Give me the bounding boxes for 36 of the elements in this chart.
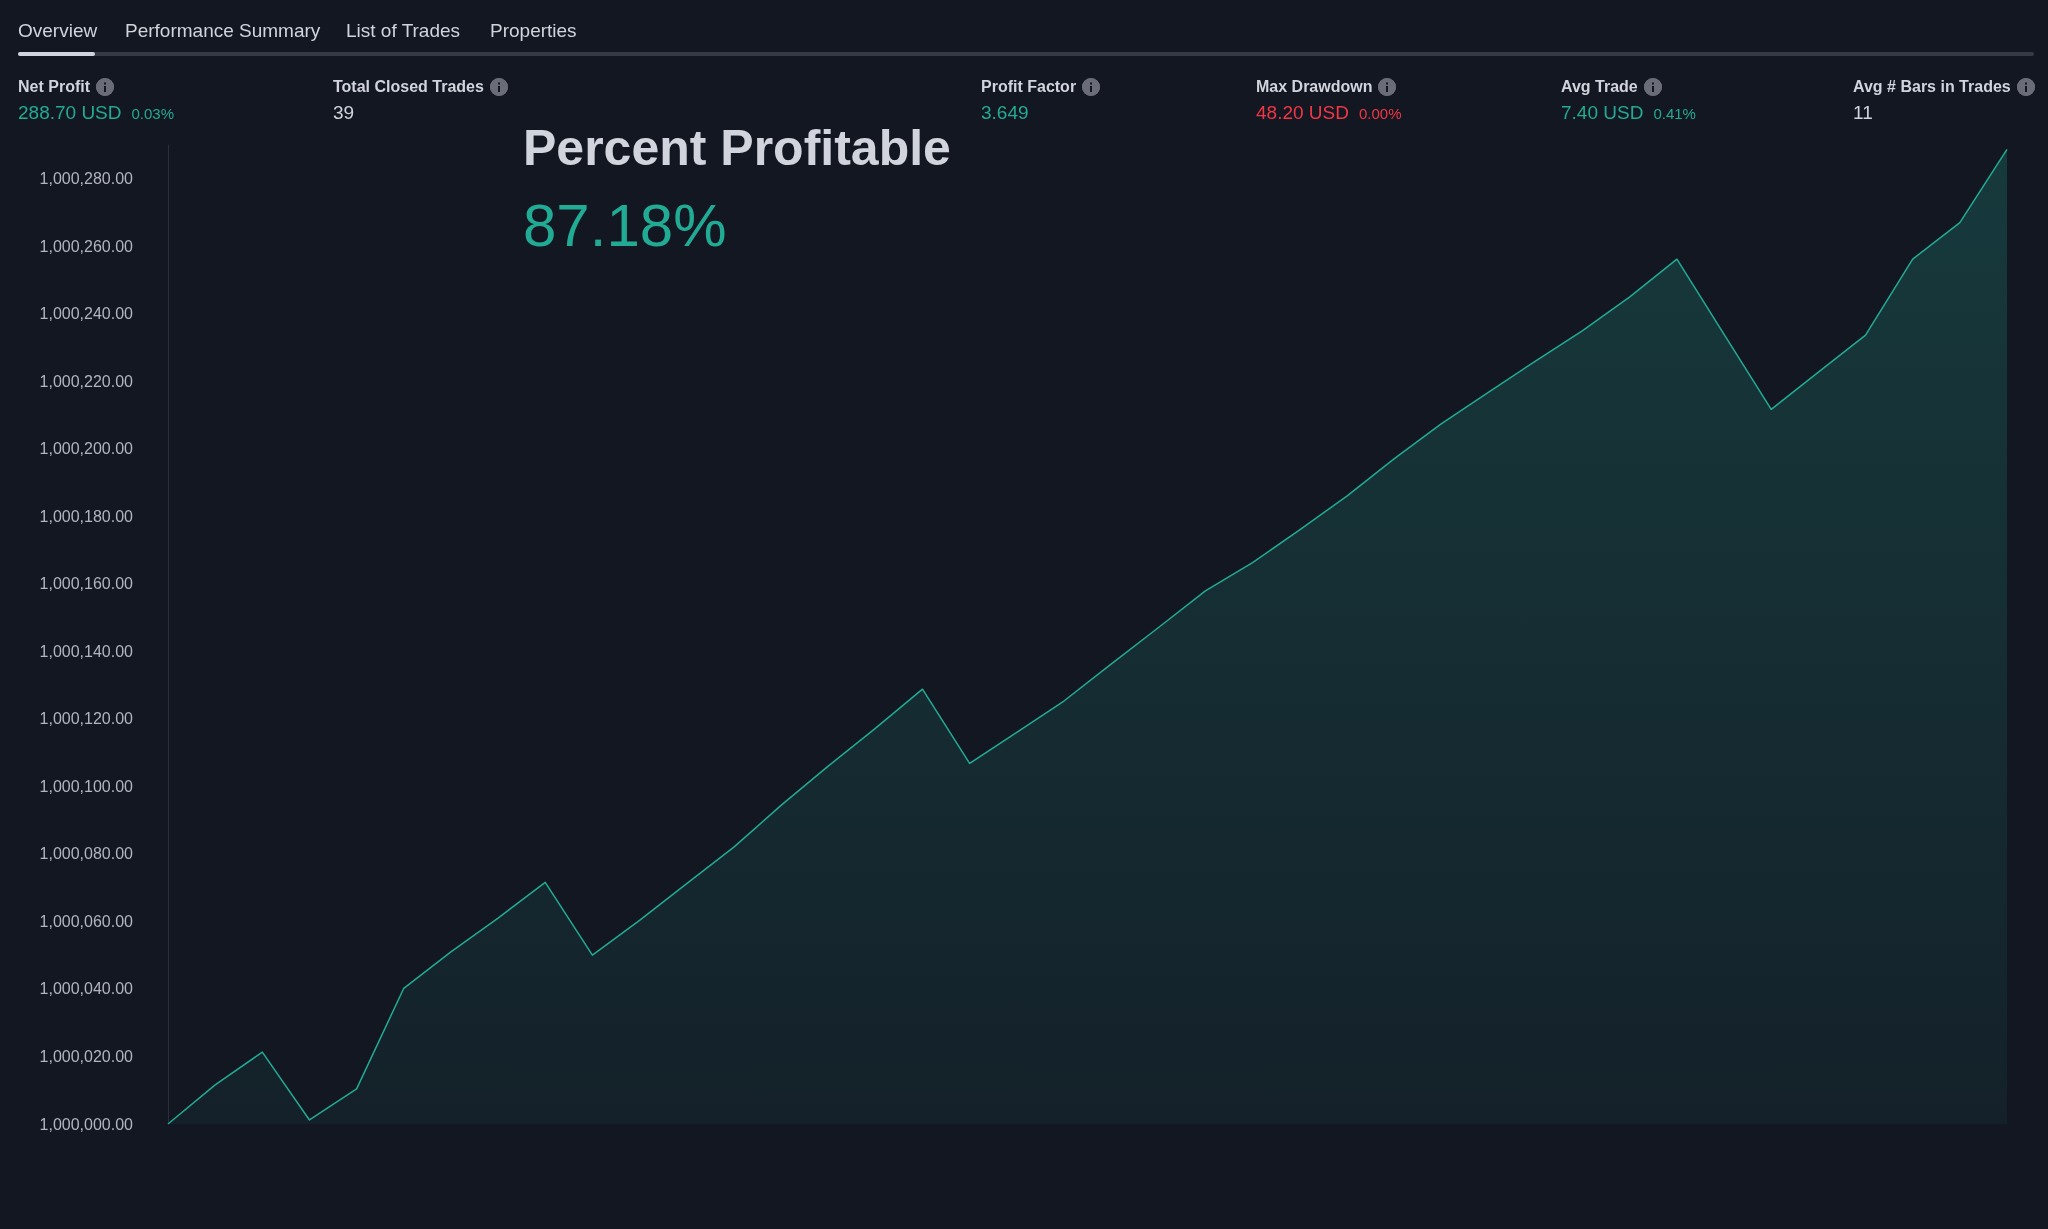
text: 7.40 USD [1561, 102, 1644, 124]
text: 0.41% [1653, 105, 1696, 122]
y-tick-label: 1,000,140.00 [39, 642, 134, 660]
chart-title: Percent Profitable [523, 120, 951, 176]
text: Net Profit [18, 78, 90, 96]
y-tick-label: 1,000,100.00 [39, 777, 134, 795]
text: Properties [490, 20, 577, 42]
text: 87.18% [523, 191, 727, 259]
y-tick-label: 1,000,260.00 [39, 237, 134, 255]
y-tick-label: 1,000,180.00 [39, 507, 134, 525]
text: 48.20 USD [1256, 102, 1349, 124]
y-tick-label: 1,000,280.00 [39, 170, 134, 188]
y-tick-label: 1,000,220.00 [39, 372, 134, 390]
text: Avg # Bars in Trades [1853, 78, 2011, 96]
text: 3.649 [981, 102, 1029, 124]
text: Avg Trade [1561, 78, 1638, 96]
text: 39 [333, 102, 355, 124]
y-tick-label: 1,000,060.00 [39, 912, 134, 930]
y-tick-label: 1,000,160.00 [39, 575, 134, 593]
text: Total Closed Trades [333, 78, 484, 96]
text: List of Trades [346, 20, 461, 42]
y-tick-label: 1,000,000.00 [39, 1115, 134, 1133]
text: Performance Summary [125, 20, 321, 42]
text: Overview [18, 20, 98, 42]
text: 0.00% [1358, 105, 1402, 122]
y-tick-label: 1,000,200.00 [39, 440, 134, 458]
text: 288.70 USD [18, 102, 122, 124]
text: Max Drawdown [1256, 78, 1373, 96]
y-tick-label: 1,000,080.00 [39, 845, 134, 863]
y-tick-label: 1,000,120.00 [39, 710, 134, 728]
y-tick-label: 1,000,240.00 [39, 305, 134, 323]
y-tick-label: 1,000,020.00 [39, 1047, 134, 1065]
text: 11 [1853, 102, 1873, 124]
text: 0.03% [131, 105, 175, 122]
y-tick-label: 1,000,040.00 [39, 980, 134, 998]
text: Profit Factor [981, 78, 1077, 96]
